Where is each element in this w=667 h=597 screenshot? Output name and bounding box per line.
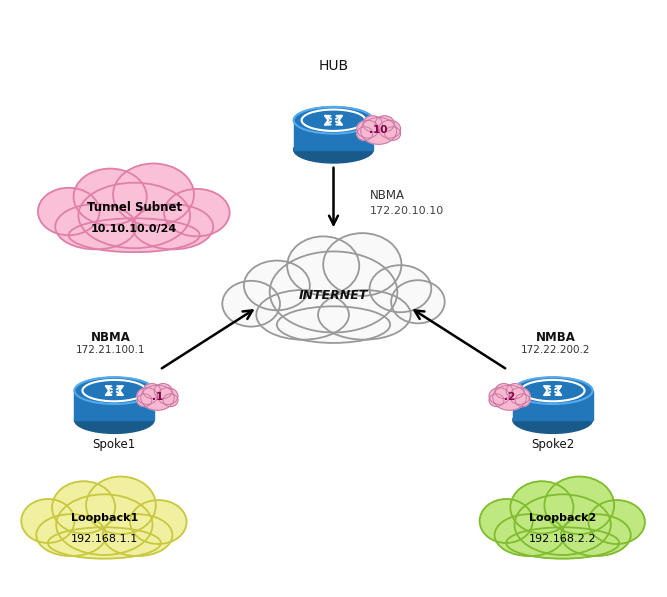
Ellipse shape (164, 189, 229, 236)
Ellipse shape (494, 514, 564, 556)
Text: 10.10.10.0/24: 10.10.10.0/24 (91, 224, 177, 234)
Ellipse shape (256, 290, 349, 340)
Ellipse shape (132, 204, 213, 250)
Ellipse shape (489, 394, 504, 407)
Text: 192.168.1.1: 192.168.1.1 (71, 534, 138, 544)
Ellipse shape (56, 494, 153, 555)
Ellipse shape (154, 384, 172, 399)
Ellipse shape (269, 251, 398, 333)
Ellipse shape (52, 481, 115, 534)
Ellipse shape (323, 233, 402, 296)
Text: NMBA: NMBA (536, 331, 576, 344)
Ellipse shape (86, 476, 156, 534)
Ellipse shape (513, 407, 592, 433)
Text: .1: .1 (152, 392, 163, 402)
Text: Spoke2: Spoke2 (531, 438, 574, 451)
Text: 192.168.2.2: 192.168.2.2 (529, 534, 596, 544)
Ellipse shape (38, 188, 99, 235)
Ellipse shape (293, 136, 374, 163)
Ellipse shape (103, 514, 173, 556)
Ellipse shape (75, 377, 154, 404)
Text: 172.21.100.1: 172.21.100.1 (76, 345, 145, 355)
Ellipse shape (510, 388, 530, 404)
Ellipse shape (379, 120, 401, 138)
Ellipse shape (357, 120, 379, 138)
Ellipse shape (370, 265, 432, 312)
Text: Tunnel Subnet: Tunnel Subnet (87, 201, 182, 214)
Ellipse shape (48, 527, 161, 559)
Text: 172.20.10.10: 172.20.10.10 (370, 207, 444, 216)
Ellipse shape (495, 384, 513, 399)
Ellipse shape (561, 514, 631, 556)
Ellipse shape (143, 384, 161, 399)
Text: NBMA: NBMA (91, 331, 131, 344)
Polygon shape (75, 390, 154, 420)
Text: Loopback2: Loopback2 (529, 513, 596, 524)
Polygon shape (513, 390, 592, 420)
Ellipse shape (544, 476, 614, 534)
Ellipse shape (318, 290, 411, 340)
Ellipse shape (391, 280, 445, 324)
Ellipse shape (515, 394, 530, 407)
Ellipse shape (385, 127, 401, 140)
Ellipse shape (137, 388, 157, 404)
Ellipse shape (244, 260, 309, 310)
Ellipse shape (73, 168, 147, 225)
Polygon shape (293, 120, 374, 150)
Text: Spoke1: Spoke1 (93, 438, 136, 451)
Ellipse shape (277, 306, 390, 343)
Ellipse shape (506, 527, 619, 559)
Ellipse shape (363, 116, 382, 132)
Ellipse shape (157, 388, 178, 404)
Text: .2: .2 (504, 392, 515, 402)
Text: Loopback1: Loopback1 (71, 513, 138, 524)
Ellipse shape (21, 499, 75, 543)
Ellipse shape (293, 107, 374, 134)
Ellipse shape (493, 385, 526, 410)
Ellipse shape (36, 514, 106, 556)
Ellipse shape (137, 394, 152, 407)
Ellipse shape (222, 281, 280, 327)
Ellipse shape (510, 481, 574, 534)
Text: INTERNET: INTERNET (299, 289, 368, 302)
Ellipse shape (141, 385, 174, 410)
Ellipse shape (287, 236, 360, 296)
Ellipse shape (113, 164, 194, 226)
Text: .10: .10 (370, 125, 388, 135)
Ellipse shape (130, 500, 187, 544)
Ellipse shape (75, 407, 154, 433)
Ellipse shape (506, 384, 524, 399)
Ellipse shape (78, 183, 190, 248)
Ellipse shape (514, 494, 611, 555)
Text: NBMA: NBMA (370, 189, 405, 202)
Ellipse shape (357, 127, 373, 140)
Ellipse shape (361, 118, 397, 144)
Ellipse shape (480, 499, 533, 543)
Text: 172.22.200.2: 172.22.200.2 (522, 345, 591, 355)
Ellipse shape (69, 219, 199, 252)
Ellipse shape (588, 500, 645, 544)
Ellipse shape (375, 116, 394, 132)
Ellipse shape (489, 388, 510, 404)
Text: HUB: HUB (318, 59, 349, 73)
Ellipse shape (163, 394, 178, 407)
Ellipse shape (513, 377, 592, 404)
Ellipse shape (55, 204, 136, 250)
